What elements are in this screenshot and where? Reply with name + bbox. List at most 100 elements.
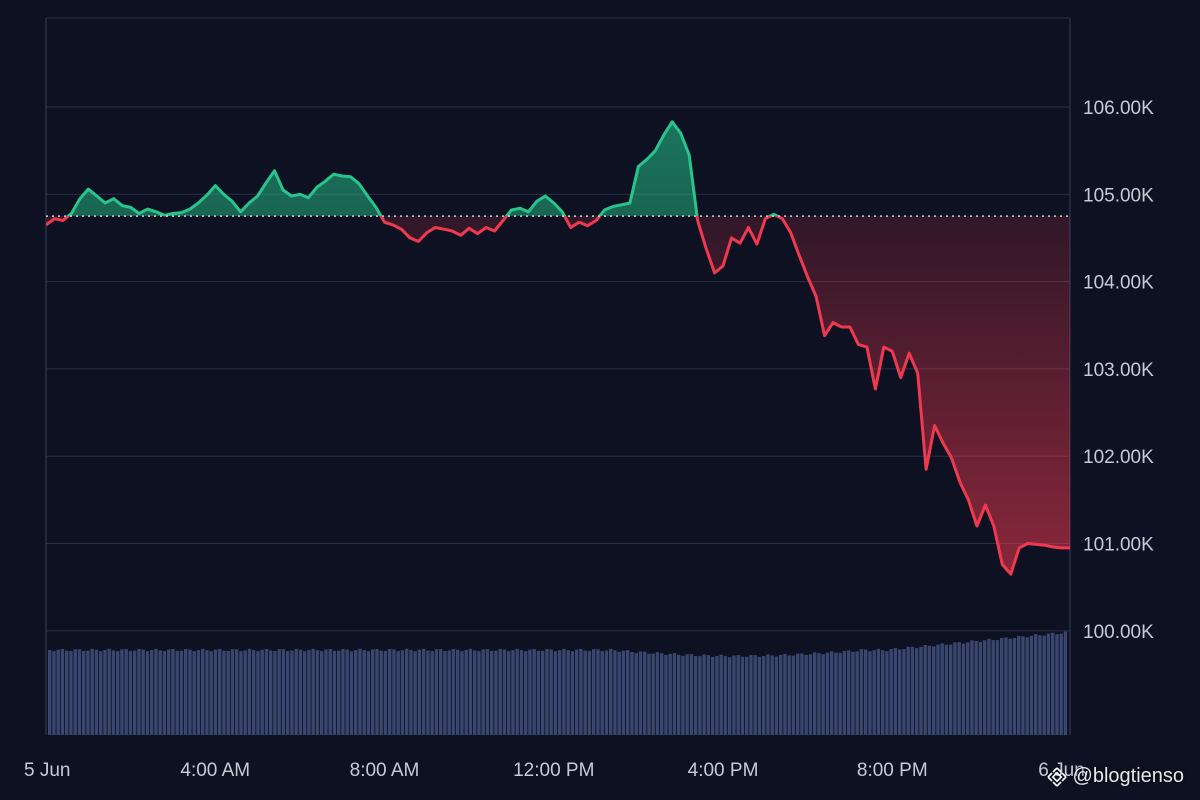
volume-bar (923, 645, 927, 735)
volume-bar (315, 650, 320, 735)
volume-bar (723, 656, 728, 735)
volume-bar (332, 650, 337, 735)
volume-bar (162, 651, 167, 735)
volume-bar (932, 646, 936, 735)
volume-bar (719, 654, 723, 735)
volume-bar (736, 655, 740, 735)
volume-bar (655, 652, 660, 735)
volume-bar (341, 649, 345, 735)
volume-bar (847, 650, 851, 735)
volume-bar (324, 649, 328, 735)
volume-bar (855, 651, 859, 735)
volume-bar (804, 655, 808, 735)
volume-bar (226, 650, 230, 735)
volume-bar (966, 642, 970, 735)
volume-bar (995, 640, 1000, 735)
volume-bar (1017, 635, 1021, 735)
volume-bar (239, 651, 243, 735)
volume-bar (213, 649, 218, 735)
volume-bar (111, 650, 116, 735)
volume-bar (124, 649, 128, 735)
volume-bar (838, 652, 842, 735)
volume-bar (740, 656, 745, 735)
x-tick-label: 4:00 AM (180, 760, 250, 781)
volume-bar (898, 649, 902, 735)
volume-bar (320, 651, 324, 735)
volume-bar (553, 651, 558, 735)
volume-bar (638, 651, 643, 735)
volume-bar (745, 656, 749, 735)
y-axis-ticks: 106.00K 105.00K 104.00K 103.00K 102.00K 101.0… (1083, 98, 1154, 643)
volume-bar (1008, 638, 1012, 735)
volume-bar (235, 649, 239, 735)
volume-bar (447, 650, 451, 735)
volume-bar (961, 643, 966, 735)
price-lines (46, 120, 1070, 576)
x-tick-label: 12:00 PM (513, 760, 594, 781)
volume-bar (609, 648, 613, 735)
volume-bar (388, 649, 392, 735)
volume-bar (400, 650, 405, 735)
volume-bar (366, 651, 371, 735)
volume-bar (872, 650, 876, 735)
volume-bar (477, 651, 481, 735)
volume-bar (528, 649, 532, 735)
volume-bar (664, 655, 668, 735)
volume-bar (171, 649, 175, 735)
volume-bar (417, 649, 422, 735)
volume-bar (583, 650, 587, 735)
volume-bar (451, 648, 456, 735)
volume-bar (902, 649, 906, 735)
volume-bar (881, 650, 885, 735)
volume-bar (762, 656, 766, 735)
y-tick-label: 103.00K (1083, 360, 1154, 381)
volume-bar (549, 649, 553, 735)
volume-bar (808, 654, 813, 735)
volume-bar (915, 648, 919, 735)
volume-bar (422, 648, 426, 735)
volume-bar (711, 656, 715, 735)
volume-bar (281, 649, 286, 735)
volume-bar (94, 649, 99, 735)
volume-bar (541, 650, 545, 735)
volume-bar (575, 649, 579, 735)
volume-bar (52, 651, 56, 735)
volume-bar (158, 650, 162, 735)
volume-bar (256, 651, 260, 735)
volume-bar (273, 651, 277, 735)
y-tick-label: 105.00K (1083, 185, 1154, 206)
volume-bar (354, 650, 358, 735)
volume-bar (65, 650, 69, 735)
volume-bar (596, 649, 600, 735)
y-tick-label: 106.00K (1083, 98, 1154, 119)
volume-bar (252, 649, 256, 735)
volume-bar (48, 650, 52, 735)
volume-bar (498, 648, 502, 735)
volume-bar (689, 654, 694, 735)
volume-bar (205, 650, 209, 735)
volume-bar (949, 644, 953, 735)
volume-bar (834, 652, 838, 735)
volume-bar (383, 650, 388, 735)
volume-bar (864, 649, 868, 735)
volume-bar (706, 655, 711, 735)
volume-bar (485, 649, 490, 735)
volume-bar (511, 650, 515, 735)
volume-bar (413, 651, 417, 735)
volume-bar (137, 648, 141, 735)
volume-bar (1025, 637, 1029, 735)
volume-bar (715, 656, 719, 735)
volume-bar (779, 654, 783, 735)
volume-bar (936, 644, 940, 735)
volume-bar (154, 648, 158, 735)
volume-bar (562, 648, 566, 735)
volume-bar (749, 655, 753, 735)
volume-bar (919, 646, 923, 735)
volume-bar (893, 648, 898, 735)
volume-bar (685, 654, 689, 735)
watermark: @blogtienso (1046, 765, 1184, 788)
volume-bar (651, 653, 655, 735)
volume-bar (145, 651, 150, 735)
area-fills (46, 121, 1070, 575)
volume-bar (796, 653, 800, 735)
